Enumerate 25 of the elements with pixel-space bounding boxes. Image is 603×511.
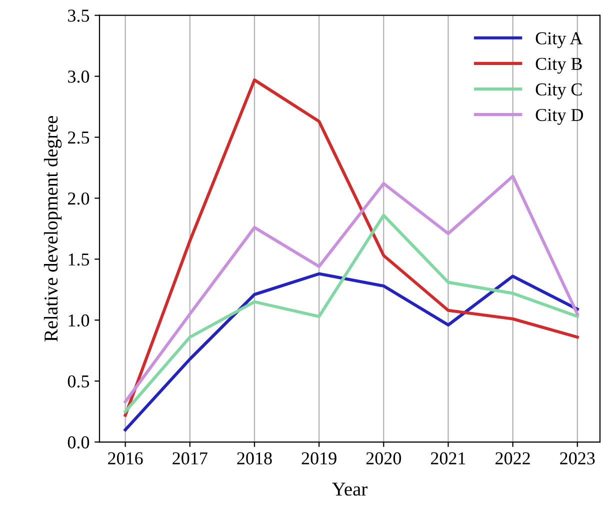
legend-label: City C bbox=[536, 83, 582, 100]
y-tick-label: 3.5 bbox=[68, 10, 90, 22]
y-tick-label: 3.0 bbox=[68, 70, 90, 83]
y-tick-label: 1.0 bbox=[68, 314, 90, 327]
legend-label: City B bbox=[536, 58, 582, 74]
x-tick-label: 2023 bbox=[560, 452, 595, 464]
legend-label: City D bbox=[536, 108, 584, 125]
y-tick-label: 0.5 bbox=[68, 375, 90, 388]
x-tick-label: 2019 bbox=[302, 452, 336, 464]
y-tick-label: 2.5 bbox=[68, 132, 90, 144]
x-tick-label: 2020 bbox=[366, 452, 402, 464]
y-tick-label: 1.5 bbox=[68, 253, 90, 266]
line-series bbox=[124, 272, 579, 432]
x-axis-title: Year bbox=[332, 482, 368, 496]
legend-label: City A bbox=[536, 32, 583, 48]
y-axis-title: Relative development degree bbox=[44, 116, 62, 342]
x-tick-label: 2017 bbox=[172, 452, 208, 464]
x-tick-label: 2022 bbox=[496, 452, 530, 464]
line-series bbox=[124, 214, 579, 414]
y-tick-label: 0.0 bbox=[68, 436, 90, 449]
x-tick-label: 2016 bbox=[108, 452, 143, 464]
line-series bbox=[124, 174, 579, 404]
x-tick-label: 2021 bbox=[430, 452, 466, 464]
y-tick-label: 2.0 bbox=[68, 192, 90, 205]
x-tick-label: 2018 bbox=[237, 452, 272, 464]
